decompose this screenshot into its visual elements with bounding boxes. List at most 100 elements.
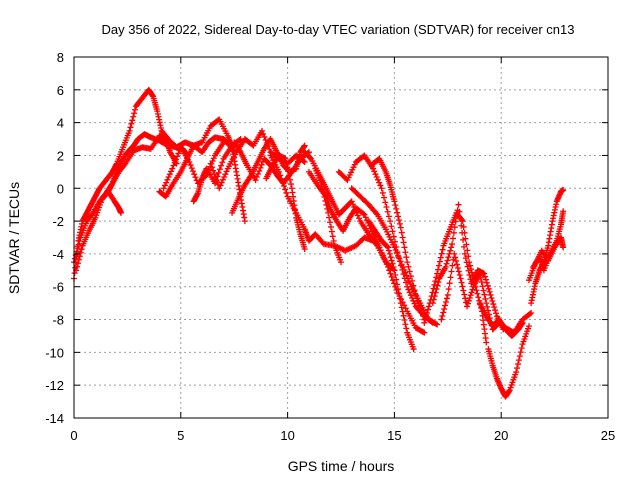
- data-point: [321, 193, 328, 200]
- data-point: [395, 213, 402, 220]
- data-point: [402, 269, 409, 276]
- data-point: [469, 286, 476, 293]
- data-point: [452, 254, 459, 261]
- data-point: [466, 272, 473, 279]
- data-point: [284, 164, 291, 171]
- data-point: [519, 319, 526, 326]
- data-point: [514, 365, 521, 372]
- data-point: [171, 159, 178, 166]
- data-point: [78, 246, 85, 253]
- data-point: [327, 219, 334, 226]
- data-point: [484, 282, 491, 289]
- x-axis-ticks: 0 5 10 15 20 25: [70, 57, 615, 443]
- data-point: [349, 201, 356, 208]
- data-point: [374, 176, 381, 183]
- data-point: [322, 197, 329, 204]
- data-point: [450, 229, 457, 236]
- data-point: [164, 176, 171, 183]
- data-point: [401, 317, 408, 324]
- data-point: [256, 167, 263, 174]
- data-point: [130, 113, 137, 120]
- data-point: [459, 283, 466, 290]
- data-point: [444, 291, 451, 298]
- data-point: [320, 189, 327, 196]
- data-point: [252, 177, 259, 184]
- data-point: [391, 198, 398, 205]
- data-point: [406, 289, 413, 296]
- data-point: [391, 244, 398, 251]
- data-point: [525, 323, 532, 330]
- data-point: [132, 106, 139, 113]
- data-point: [423, 313, 430, 320]
- data-point: [475, 294, 482, 301]
- data-point: [400, 312, 407, 319]
- data-point: [455, 201, 462, 208]
- data-point: [395, 252, 402, 259]
- data-point: [388, 273, 395, 280]
- data-point: [391, 267, 398, 274]
- data-point: [483, 279, 490, 286]
- data-point: [236, 136, 243, 143]
- data-point: [397, 300, 404, 307]
- data-point: [212, 174, 219, 181]
- data-point: [432, 278, 439, 285]
- data-point: [261, 133, 268, 140]
- series-trace-27: [525, 234, 567, 284]
- data-point: [400, 239, 407, 246]
- data-point: [392, 202, 399, 209]
- data-point: [187, 162, 194, 169]
- data-point: [74, 245, 81, 252]
- data-point: [415, 298, 422, 305]
- data-point: [402, 249, 409, 256]
- data-point: [453, 261, 460, 268]
- data-point: [379, 189, 386, 196]
- data-point: [376, 179, 383, 186]
- data-point: [128, 120, 135, 127]
- data-point: [430, 296, 437, 303]
- data-point: [283, 159, 290, 166]
- data-point: [449, 262, 456, 269]
- data-point: [385, 213, 392, 220]
- data-point: [481, 291, 488, 298]
- data-point: [413, 295, 420, 302]
- data-point: [399, 234, 406, 241]
- data-point: [217, 182, 224, 189]
- data-point: [424, 306, 431, 313]
- data-point: [404, 259, 411, 266]
- data-point: [219, 159, 226, 166]
- data-point: [175, 150, 182, 157]
- data-point: [464, 263, 471, 270]
- data-point: [282, 155, 289, 162]
- data-point: [459, 229, 466, 236]
- data-point: [326, 214, 333, 221]
- data-point: [447, 274, 454, 281]
- data-point: [389, 260, 396, 267]
- data-point: [445, 286, 452, 293]
- data-point: [425, 303, 432, 310]
- data-point: [442, 264, 449, 271]
- data-point: [465, 267, 472, 274]
- data-point: [560, 244, 567, 251]
- data-point: [258, 127, 265, 134]
- data-point: [387, 270, 394, 277]
- data-point: [424, 309, 431, 316]
- series-trace-23: [476, 300, 526, 339]
- data-point: [443, 260, 450, 267]
- data-point: [387, 218, 394, 225]
- data-point: [489, 298, 496, 305]
- data-point: [433, 286, 440, 293]
- data-point: [372, 171, 379, 178]
- data-point: [210, 155, 217, 162]
- data-point: [528, 309, 535, 316]
- data-point: [452, 218, 459, 225]
- data-point: [435, 266, 442, 273]
- data-point: [518, 345, 525, 352]
- data-point: [456, 272, 463, 279]
- data-point: [393, 205, 400, 212]
- data-point: [301, 159, 308, 166]
- data-point: [434, 321, 441, 328]
- data-point: [75, 241, 82, 248]
- data-point: [328, 228, 335, 235]
- data-point: [480, 287, 487, 294]
- data-point: [330, 238, 337, 245]
